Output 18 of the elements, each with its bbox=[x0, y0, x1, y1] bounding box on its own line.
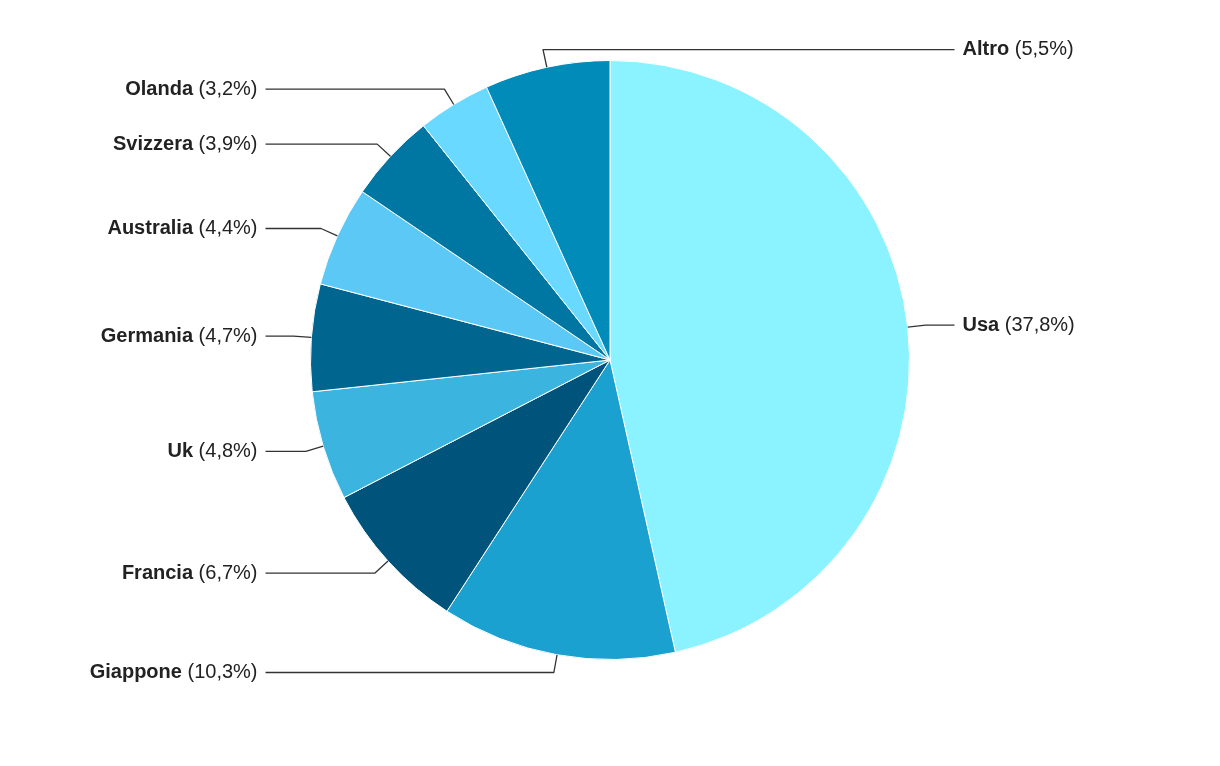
slice-label: Francia bbox=[121, 560, 194, 583]
data-label: (3,9%) bbox=[198, 131, 258, 154]
data-label: (5,5%) bbox=[1014, 37, 1074, 60]
slice-label: Olanda bbox=[125, 76, 194, 99]
data-label: (3,2%) bbox=[198, 76, 258, 99]
slice-label: Germania bbox=[100, 323, 194, 346]
data-label: (4,4%) bbox=[198, 216, 258, 239]
slice-label: Altro bbox=[962, 37, 1010, 60]
slice-label: Uk bbox=[167, 438, 194, 461]
slice-label: Svizzera bbox=[112, 131, 194, 154]
slice-label: Giappone bbox=[89, 660, 182, 683]
data-label: (4,8%) bbox=[198, 438, 258, 461]
data-label: (4,7%) bbox=[198, 323, 258, 346]
data-label: (37,8%) bbox=[1004, 312, 1075, 335]
data-label: (6,7%) bbox=[198, 560, 258, 583]
slice-label: Australia bbox=[107, 216, 194, 239]
data-label: (10,3%) bbox=[187, 660, 258, 683]
slice-label: Usa bbox=[962, 312, 1001, 335]
